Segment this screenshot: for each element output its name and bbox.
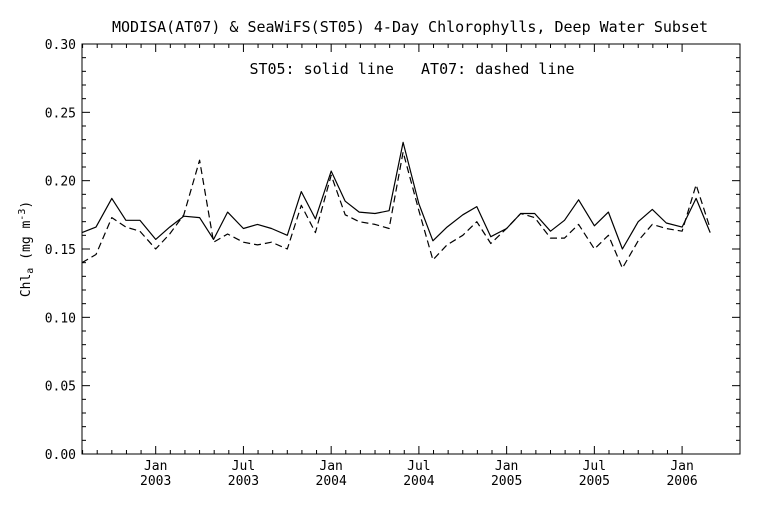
x-tick-year: 2004 [403,474,434,489]
x-tick-month: Jan [670,459,693,474]
y-axis: 0.00 0.05 0.10 0.15 0.20 0.25 0.30 [45,38,740,463]
x-tick-year: 2003 [228,474,259,489]
y-tick-label: 0.30 [45,38,76,53]
x-tick-year: 2005 [579,474,610,489]
x-tick-month: Jul [232,459,255,474]
x-tick-month: Jan [495,459,518,474]
y-tick-label: 0.05 [45,380,76,395]
y-tick-label: 0.20 [45,175,76,190]
y-tick-label: 0.15 [45,243,76,258]
x-tick-year: 2005 [491,474,522,489]
x-tick-month: Jul [583,459,606,474]
y-tick-label: 0.25 [45,106,76,121]
y-axis-label-unit: (mg m [19,221,34,268]
chart-title: MODISA(AT07) & SeaWiFS(ST05) 4-Day Chlor… [112,18,708,36]
y-axis-label-sub: a [25,268,36,274]
y-axis-label-close: ) [19,201,34,209]
y-axis-label-main: Chl [19,274,34,297]
y-tick-label: 0.00 [45,448,76,463]
x-tick-month: Jan [319,459,342,474]
x-tick-year: 2003 [140,474,171,489]
y-axis-label-sup: -3 [17,209,28,221]
x-tick-year: 2004 [316,474,347,489]
x-tick-month: Jan [144,459,167,474]
series-lines [81,141,711,269]
svg-text:Chla (mg m-3): Chla (mg m-3) [17,201,36,297]
y-tick-label: 0.10 [45,311,76,326]
plot-frame [81,43,741,455]
legend-annotation: ST05: solid line AT07: dashed line [249,60,574,78]
series-line-at07 [81,151,711,269]
series-line-st05 [81,141,711,250]
x-axis: Jan2003Jul2003Jan2004Jul2004Jan2005Jul20… [82,44,698,489]
x-tick-year: 2006 [666,474,697,489]
y-axis-label: Chla (mg m-3) [17,201,36,297]
x-tick-month: Jul [407,459,430,474]
